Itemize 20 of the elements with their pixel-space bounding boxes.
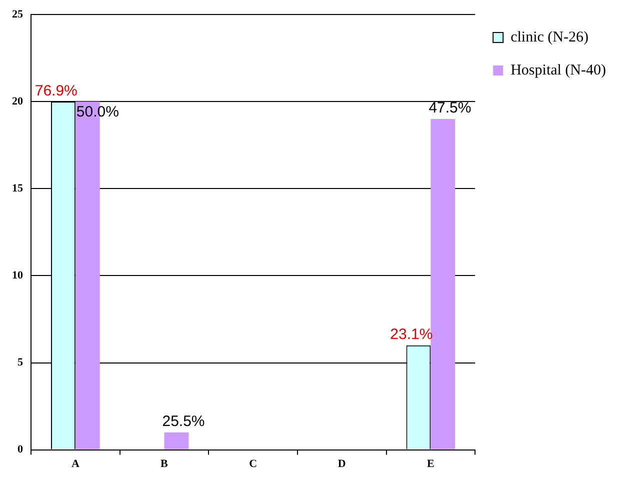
y-tick-label: 5 — [18, 356, 24, 369]
annotation: 76.9% — [34, 82, 78, 100]
legend-label: Hospital (N-40) — [510, 62, 606, 78]
annotation: 23.1% — [390, 326, 433, 343]
bar — [164, 432, 189, 450]
x-tick-label: B — [160, 458, 169, 470]
x-tick-label: D — [338, 458, 346, 470]
y-tick-label: 15 — [12, 182, 24, 195]
y-tick-label: 20 — [12, 95, 24, 108]
x-tick-label: E — [427, 458, 434, 470]
y-tick-label: 0 — [18, 444, 24, 456]
bar — [430, 119, 456, 450]
annotation: 47.5% — [428, 100, 472, 117]
annotation: 50.0% — [76, 103, 119, 120]
y-tick-label: 25 — [12, 8, 24, 20]
legend-label: clinic (N-26) — [510, 29, 588, 46]
annotation: 25.5% — [162, 413, 205, 430]
x-tick-label: A — [71, 458, 80, 470]
y-tick-label: 10 — [12, 270, 24, 282]
x-tick-label: C — [249, 458, 258, 470]
